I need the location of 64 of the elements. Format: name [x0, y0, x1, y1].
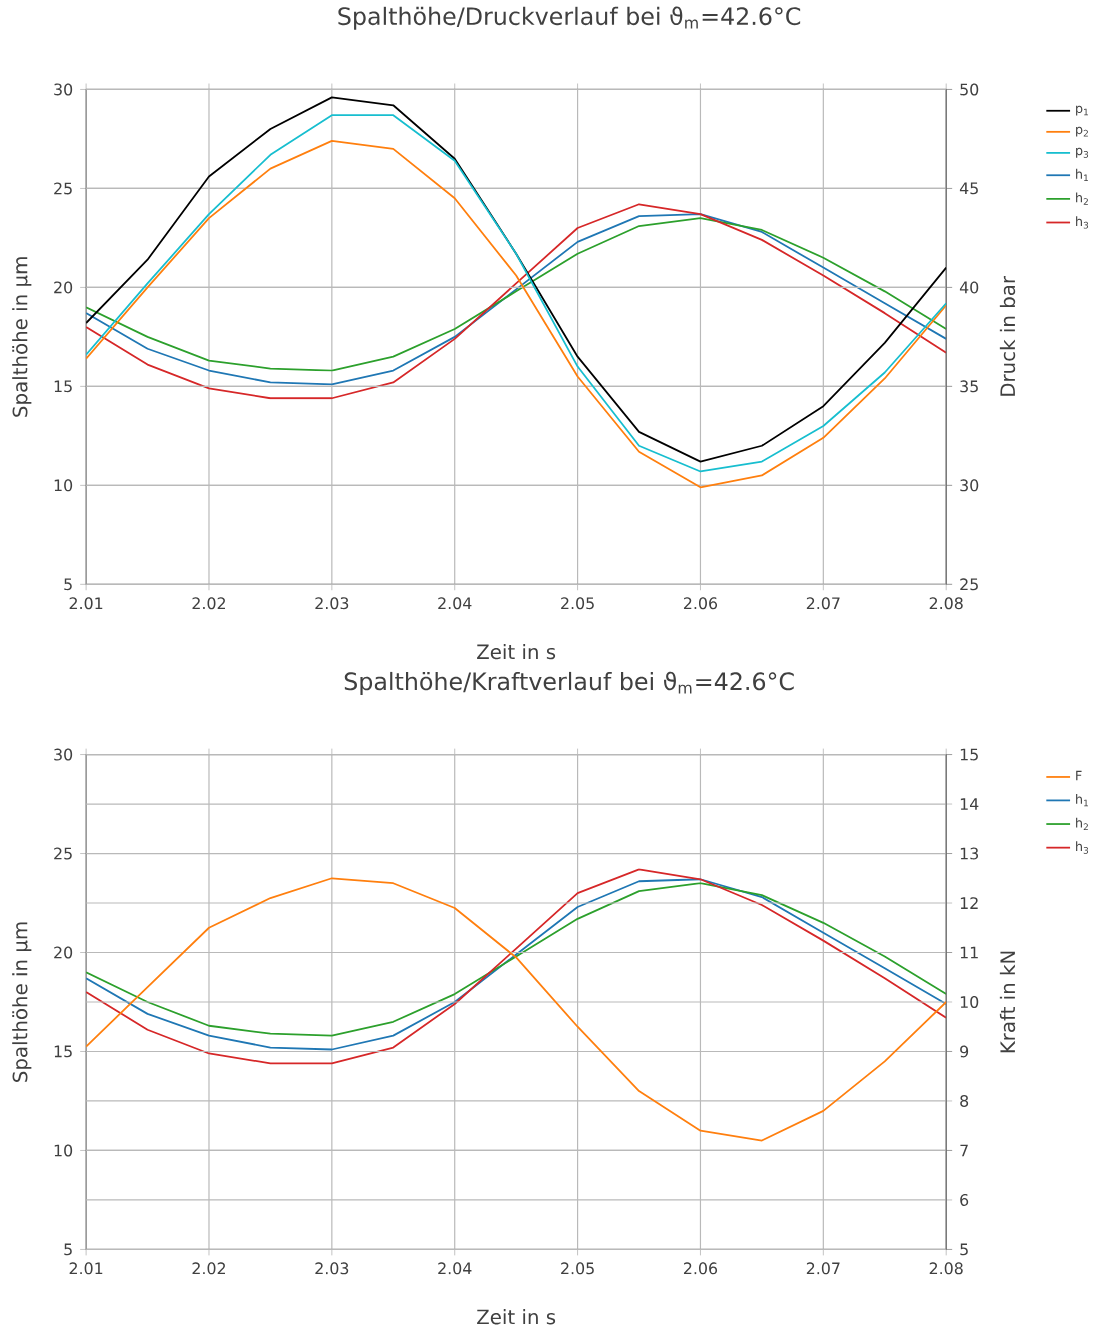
x-tick-label: 2.02	[192, 1262, 226, 1275]
x-tick-label: 2.07	[807, 1262, 840, 1275]
x-axis-title: Zeit in s	[477, 1309, 556, 1325]
x-tick-label: 2.01	[69, 1262, 103, 1275]
y2-tick-label: 6	[960, 1193, 969, 1206]
line-series	[86, 877, 947, 1142]
y2-tick-label: 14	[961, 798, 979, 810]
y-tick-label: 20	[54, 946, 73, 959]
y2-tick-label: 7	[960, 1144, 969, 1157]
y2-axis-title: Druck in bar	[1000, 276, 1016, 396]
y2-tick-label: 45	[960, 182, 979, 195]
y2-tick-label: 40	[960, 281, 979, 294]
x-tick-label: 2.05	[561, 597, 594, 610]
y2-tick-label: 8	[960, 1094, 969, 1107]
y-axis-title: Spalthöhe in µm	[12, 922, 32, 1082]
legend-label: h$_{1}$	[1076, 794, 1089, 807]
legend-label: F	[1076, 770, 1082, 781]
legend-label: h$_{2}$	[1076, 817, 1089, 831]
y2-tick-label: 5	[960, 1243, 968, 1256]
y-tick-label: 30	[54, 83, 73, 96]
y2-tick-label: 9	[960, 1045, 969, 1058]
y2-tick-label: 25	[960, 578, 979, 591]
x-tick-label: 2.05	[561, 1262, 594, 1275]
x-tick-label: 2.02	[192, 597, 226, 610]
y-tick-label: 25	[54, 182, 72, 195]
x-tick-label: 2.08	[929, 597, 963, 610]
y2-tick-label: 15	[961, 748, 979, 761]
y2-tick-label: 12	[961, 897, 978, 909]
x-tick-label: 2.04	[438, 1262, 472, 1275]
chart-title: Spalthöhe/Druckverlauf bei ϑ$_{m}$=42.6°C	[338, 6, 801, 30]
y-tick-label: 5	[64, 1243, 72, 1256]
x-tick-label: 2.03	[315, 597, 349, 610]
y-tick-label: 15	[54, 1045, 72, 1058]
y2-tick-label: 10	[961, 995, 979, 1008]
x-tick-label: 2.03	[315, 1262, 349, 1275]
x-tick-label: 2.08	[929, 1262, 963, 1275]
y-tick-label: 15	[54, 380, 72, 393]
y-tick-label: 20	[54, 281, 73, 294]
x-axis-title: Zeit in s	[477, 643, 556, 660]
legend-label: p$_{1}$	[1076, 105, 1089, 116]
y-axis-title: Spalthöhe in µm	[12, 257, 32, 417]
x-tick-label: 2.06	[684, 597, 718, 610]
x-tick-label: 2.04	[438, 597, 472, 610]
legend-label: h$_{2}$	[1076, 192, 1089, 205]
y-tick-label: 10	[54, 1144, 73, 1157]
y2-tick-label: 13	[961, 847, 979, 860]
legend-label: p$_{3}$	[1076, 147, 1089, 158]
y-tick-label: 5	[64, 578, 72, 591]
legend-label: p$_{2}$	[1076, 126, 1089, 137]
y-tick-label: 10	[54, 479, 73, 492]
x-tick-label: 2.07	[807, 597, 840, 610]
legend-label: h$_{1}$	[1076, 168, 1089, 182]
legend-label: h$_{3}$	[1076, 216, 1089, 229]
chart-title: Spalthöhe/Kraftverlauf bei ϑ$_{m}$=42.6°C	[344, 671, 794, 695]
y2-tick-label: 11	[961, 946, 978, 959]
y2-tick-label: 50	[960, 83, 979, 96]
legend-label: h$_{3}$	[1076, 841, 1089, 854]
x-tick-label: 2.01	[69, 597, 103, 610]
y-tick-label: 25	[54, 847, 72, 860]
y2-tick-label: 30	[960, 479, 979, 492]
y2-axis-title: Kraft in kN	[1000, 951, 1016, 1053]
x-tick-label: 2.06	[684, 1262, 718, 1275]
y2-tick-label: 35	[960, 380, 979, 393]
y-tick-label: 30	[54, 748, 73, 761]
